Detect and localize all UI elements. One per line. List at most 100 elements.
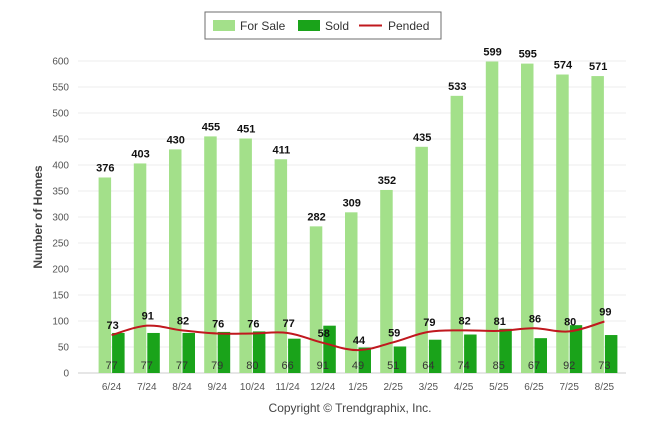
- sold-bar: [182, 332, 195, 373]
- sold-value-label: 64: [422, 360, 434, 372]
- sold-value-label: 92: [563, 360, 575, 372]
- sold-value-label: 77: [176, 360, 188, 372]
- pended-value-label: 44: [353, 335, 366, 347]
- pended-value-label: 99: [599, 307, 611, 319]
- x-tick-label: 3/25: [419, 382, 439, 393]
- x-tick-label: 7/25: [559, 382, 579, 393]
- for-sale-bar: [169, 149, 182, 373]
- sold-bar: [323, 325, 336, 373]
- pended-value-label: 86: [529, 313, 541, 325]
- sold-value-label: 77: [141, 360, 153, 372]
- y-tick-label: 400: [52, 161, 69, 172]
- sold-value-label: 77: [105, 360, 117, 372]
- pended-value-label: 77: [282, 318, 294, 330]
- sold-value-label: 74: [457, 360, 469, 372]
- pended-line-group: [111, 320, 605, 352]
- sold-value-label: 51: [387, 360, 399, 372]
- for-sale-bar: [239, 138, 252, 373]
- x-tick-label: 9/24: [207, 382, 227, 393]
- pended-line: [111, 320, 605, 352]
- for-sale-value-label: 574: [554, 60, 573, 72]
- for-sale-bar: [98, 177, 112, 373]
- y-tick-label: 100: [52, 317, 69, 328]
- for-sale-bar: [204, 136, 217, 373]
- for-sale-value-label: 455: [202, 121, 220, 133]
- y-tick-label: 150: [52, 291, 69, 302]
- y-tick-label: 200: [52, 265, 69, 276]
- for-sale-value-label: 451: [237, 123, 255, 135]
- pended-value-label: 82: [458, 315, 470, 327]
- legend-box: [204, 11, 442, 40]
- for-sale-value-label: 435: [413, 132, 431, 144]
- sold-bar: [499, 328, 512, 373]
- y-tick-label: 500: [52, 109, 69, 120]
- for-sale-value-label: 309: [343, 197, 361, 209]
- sold-value-label: 49: [352, 360, 364, 372]
- sold-bar: [604, 335, 618, 373]
- for-sale-bar: [485, 61, 499, 374]
- pended-value-label: 58: [318, 328, 330, 340]
- data-labels: 376 403 430 455 451 411 282 309 352 435 533 599 595 5…: [96, 47, 611, 372]
- y-tick-label: 0: [63, 369, 69, 380]
- sold-value-label: 67: [528, 360, 540, 372]
- sold-bar: [393, 346, 407, 373]
- for-sale-value-label: 411: [272, 144, 290, 156]
- y-tick-label: 250: [52, 239, 69, 250]
- for-sale-value-label: 376: [96, 162, 114, 174]
- pended-value-label: 73: [106, 320, 118, 332]
- x-tick-label: 7/24: [137, 382, 157, 393]
- pended-value-label: 76: [212, 318, 224, 330]
- pended-value-label: 81: [494, 316, 506, 328]
- copyright-text: Copyright © Trendgraphix, Inc.: [269, 401, 432, 415]
- sold-value-label: 85: [493, 360, 505, 372]
- bars: [98, 61, 618, 374]
- sold-value-label: 80: [246, 360, 258, 372]
- x-tick-label: 8/25: [595, 382, 615, 393]
- legend-label-pended: Pended: [388, 19, 429, 33]
- x-tick-labels: 6/24 7/24 8/24 9/24 10/24 11/24 12/24 1/25 2/25 3…: [102, 382, 615, 393]
- x-tick-label: 1/25: [348, 382, 368, 393]
- sold-bar: [534, 338, 547, 373]
- for-sale-bar: [274, 159, 288, 373]
- pended-value-label: 82: [177, 315, 189, 327]
- y-tick-label: 550: [52, 83, 69, 94]
- x-tick-label: 4/25: [454, 382, 474, 393]
- for-sale-value-label: 533: [448, 81, 466, 93]
- pended-value-label: 79: [423, 317, 435, 329]
- pended-value-label: 91: [142, 311, 154, 323]
- sold-value-label: 79: [211, 360, 223, 372]
- for-sale-bar: [591, 76, 604, 373]
- for-sale-bar: [133, 163, 147, 373]
- for-sale-bar: [380, 189, 393, 373]
- sold-value-label: 73: [598, 360, 610, 372]
- legend-swatch-for-sale: [213, 20, 235, 31]
- x-tick-label: 6/25: [524, 382, 544, 393]
- for-sale-bar: [556, 74, 569, 374]
- sold-bar: [217, 331, 231, 373]
- sold-value-label: 91: [317, 360, 329, 372]
- for-sale-value-label: 282: [307, 211, 325, 223]
- for-sale-value-label: 571: [589, 61, 607, 73]
- pended-value-label: 76: [247, 318, 259, 330]
- sold-bar: [464, 334, 477, 373]
- sold-bar: [147, 332, 160, 373]
- x-tick-label: 2/25: [383, 382, 403, 393]
- x-tick-label: 10/24: [240, 382, 265, 393]
- sold-bar: [569, 325, 583, 373]
- legend: For Sale Sold Pended: [204, 11, 442, 40]
- x-tick-label: 12/24: [310, 382, 335, 393]
- for-sale-value-label: 352: [378, 175, 396, 187]
- for-sale-bar: [309, 226, 323, 373]
- y-tick-label: 600: [52, 57, 69, 68]
- x-tick-label: 8/24: [172, 382, 192, 393]
- for-sale-bar: [521, 63, 534, 373]
- sold-bar: [428, 339, 442, 373]
- y-tick-label: 350: [52, 187, 69, 198]
- x-tick-label: 5/25: [489, 382, 509, 393]
- sold-bar: [112, 332, 125, 373]
- legend-label-for-sale: For Sale: [240, 19, 286, 33]
- sold-value-label: 66: [281, 360, 293, 372]
- y-tick-labels: 0 50 100 150 200 250 300 350 400 450 500 550 600: [52, 57, 69, 380]
